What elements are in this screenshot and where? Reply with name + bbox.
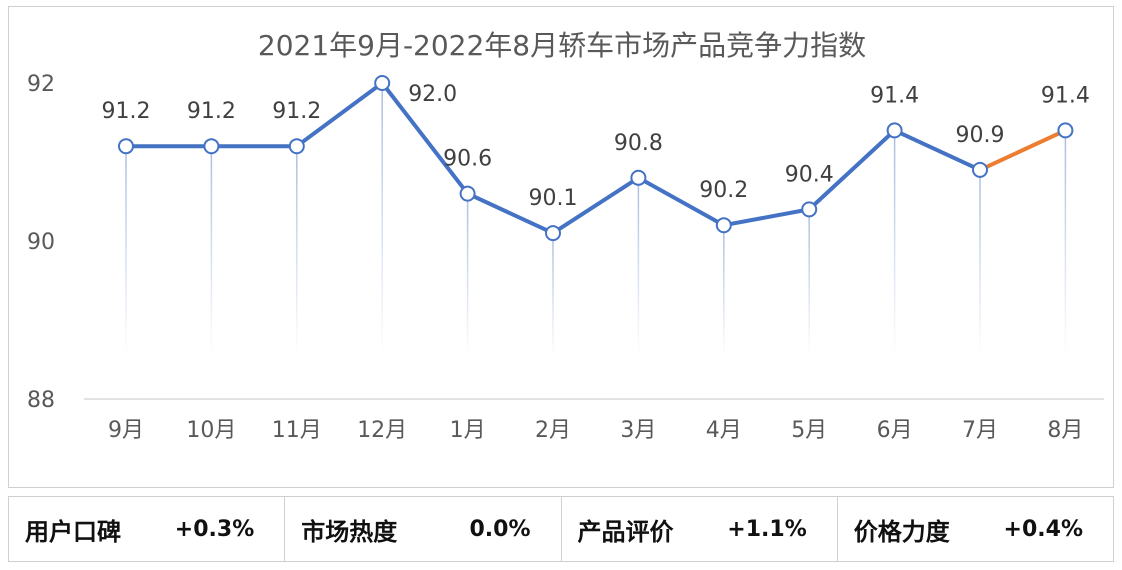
x-tick-label: 3月	[620, 418, 656, 443]
data-label: 91.4	[1041, 83, 1090, 108]
x-tick-label: 1月	[450, 418, 486, 443]
x-tick-label: 12月	[357, 418, 407, 443]
data-point	[715, 217, 732, 234]
x-tick-label: 11月	[272, 418, 322, 443]
metric-label: 产品评价	[577, 517, 674, 546]
data-point	[801, 201, 818, 218]
metric-value: +1.1%	[727, 516, 807, 542]
x-tick-label: 7月	[962, 418, 998, 443]
metric-label: 市场热度	[301, 517, 398, 546]
x-tick-label: 6月	[877, 418, 913, 443]
metric-user-reputation: 用户口碑 +0.3%	[9, 497, 286, 561]
metrics-bar: 用户口碑 +0.3% 市场热度 0.0% 产品评价 +1.1% 价格力度 +0.…	[8, 496, 1114, 562]
x-tick-label: 10月	[186, 418, 236, 443]
drop-line	[893, 130, 896, 357]
data-label: 91.2	[187, 99, 236, 124]
chart-panel: 2021年9月-2022年8月轿车市场产品竞争力指数 92 90 88 9月 10月 11月…	[8, 6, 1114, 488]
data-label: 91.4	[870, 83, 919, 108]
metric-product-evaluation: 产品评价 +1.1%	[562, 497, 838, 561]
drop-line	[296, 146, 298, 357]
metric-value: 0.0%	[469, 516, 531, 542]
data-point	[886, 122, 903, 139]
metric-price-strength: 价格力度 +0.4%	[838, 497, 1113, 561]
drop-line	[552, 233, 554, 357]
x-tick-label: 5月	[791, 418, 827, 443]
data-label: 90.2	[699, 178, 748, 203]
drop-line	[1064, 130, 1067, 357]
data-point	[203, 138, 220, 155]
data-label: 92.0	[408, 82, 457, 107]
data-point	[374, 75, 391, 91]
y-tick-label: 90	[27, 230, 55, 255]
data-point	[118, 138, 134, 155]
metric-value: +0.3%	[174, 516, 255, 542]
data-label: 90.6	[443, 147, 492, 172]
x-tick-label: 4月	[706, 418, 742, 443]
data-point	[1057, 122, 1074, 139]
drop-line	[466, 193, 469, 357]
drop-line	[723, 225, 725, 357]
drop-line	[637, 177, 640, 357]
x-tick-label: 8月	[1047, 418, 1083, 443]
drop-line	[125, 146, 127, 357]
y-tick-label: 92	[27, 72, 55, 97]
data-point	[972, 161, 988, 178]
chart-title: 2021年9月-2022年8月轿车市场产品竞争力指数	[258, 29, 866, 62]
data-point	[630, 169, 647, 186]
drop-line	[808, 209, 810, 357]
metric-value: +0.4%	[1003, 516, 1083, 542]
y-tick-label: 88	[27, 388, 55, 413]
series-line-highlight	[979, 128, 1067, 172]
data-point	[288, 138, 305, 155]
data-point	[459, 185, 476, 202]
data-point	[545, 225, 561, 242]
drop-line	[979, 169, 981, 357]
drop-line	[381, 83, 383, 357]
data-label: 90.9	[956, 123, 1005, 148]
data-label: 90.1	[529, 186, 578, 211]
x-tick-label: 9月	[108, 418, 144, 443]
data-label: 90.8	[614, 131, 663, 156]
data-label: 91.2	[102, 99, 151, 124]
line-chart: 2021年9月-2022年8月轿车市场产品竞争力指数 92 90 88 9月 10月 11月…	[27, 29, 1104, 443]
metric-label: 价格力度	[853, 517, 950, 546]
metric-label: 用户口碑	[25, 517, 121, 546]
drop-line	[210, 146, 213, 357]
data-label: 91.2	[272, 99, 321, 124]
x-tick-label: 2月	[535, 418, 571, 443]
metric-market-heat: 市场热度 0.0%	[285, 497, 562, 561]
data-label: 90.4	[785, 162, 834, 187]
